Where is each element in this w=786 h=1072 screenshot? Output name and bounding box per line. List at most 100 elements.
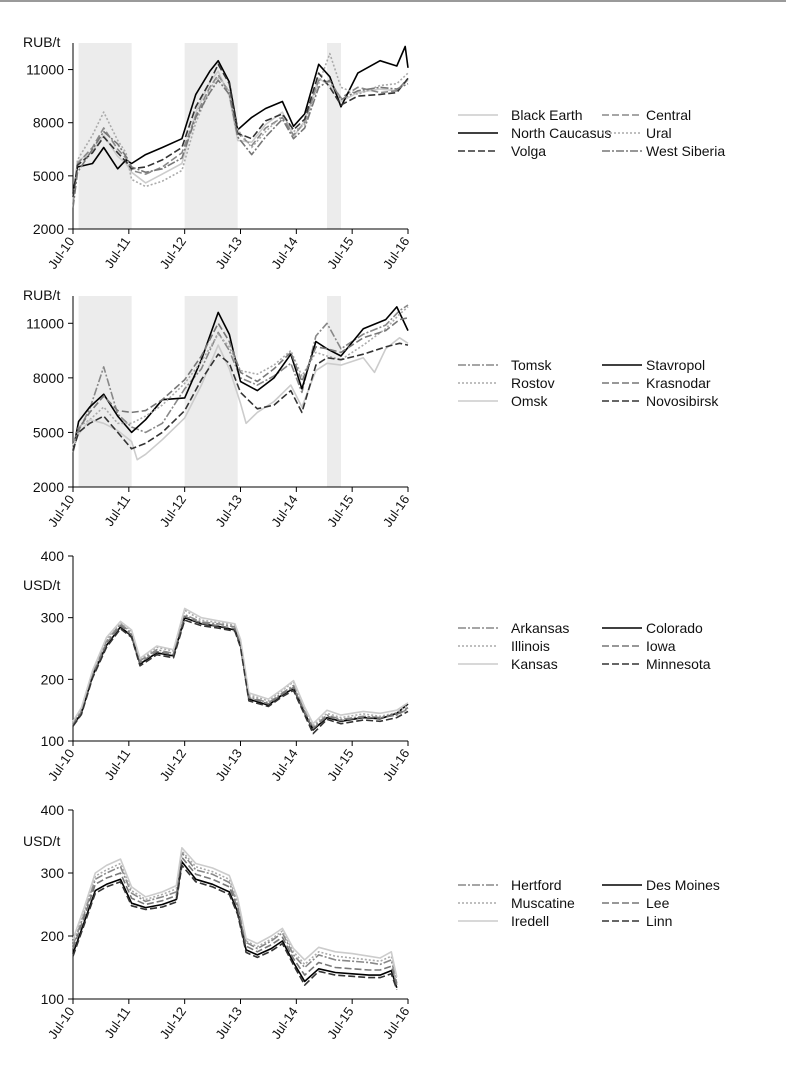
x-tick-label: Jul-16 xyxy=(380,1004,413,1042)
series-line xyxy=(72,607,409,725)
legend-label: Tomsk xyxy=(511,357,552,373)
series-line xyxy=(72,63,409,198)
y-tick-label: 5000 xyxy=(33,424,64,440)
y-tick-label: 100 xyxy=(41,991,65,1007)
series-line xyxy=(72,864,398,990)
series-line xyxy=(72,52,409,203)
x-tick-label: Jul-12 xyxy=(157,1004,190,1042)
y-tick-label: 300 xyxy=(41,610,65,626)
x-tick-label: Jul-16 xyxy=(380,746,413,784)
legend-label: Krasnodar xyxy=(646,375,711,391)
series-line xyxy=(72,856,398,986)
legend-label: Lee xyxy=(646,895,670,911)
shaded-period xyxy=(327,296,341,487)
y-tick-label: 8000 xyxy=(33,115,64,131)
x-tick-label: Jul-16 xyxy=(380,234,413,272)
y-axis-unit-label: USD/t xyxy=(23,577,60,593)
series-line xyxy=(72,850,398,981)
chart-4: 100 200 300 400 Jul-10 Jul-11 Jul-12 Jul-13 Jul-… xyxy=(23,802,720,1042)
y-axis-unit-label: USD/t xyxy=(23,833,60,849)
x-tick-label: Jul-13 xyxy=(212,492,245,530)
legend-label: Kansas xyxy=(511,656,558,672)
legend-label: Iredell xyxy=(511,913,549,929)
chart-3: 100 200 300 400 Jul-10 Jul-11 Jul-12 Jul-13 Jul-… xyxy=(23,548,711,784)
legend-label: Rostov xyxy=(511,375,555,391)
x-tick-label: Jul-14 xyxy=(268,234,301,272)
x-tick-label: Jul-13 xyxy=(212,234,245,272)
x-tick-label: Jul-14 xyxy=(268,746,301,784)
y-tick-label: 400 xyxy=(41,802,65,818)
legend-label: North Caucasus xyxy=(511,125,611,141)
x-tick-label: Jul-11 xyxy=(101,234,133,271)
shaded-period xyxy=(78,296,132,487)
x-tick-label: Jul-15 xyxy=(324,492,357,530)
legend-label: Black Earth xyxy=(511,107,583,123)
legend-label: Novosibirsk xyxy=(646,393,719,409)
y-tick-label: 2000 xyxy=(33,479,64,495)
series-line xyxy=(72,860,398,988)
series-line xyxy=(72,79,409,208)
x-tick-label: Jul-15 xyxy=(324,1004,357,1042)
y-tick-label: 8000 xyxy=(33,370,64,386)
x-tick-label: Jul-10 xyxy=(45,234,78,272)
legend-label: Des Moines xyxy=(646,877,720,893)
series-line xyxy=(72,337,409,461)
legend-label: Volga xyxy=(511,143,546,159)
y-axis-unit-label: RUB/t xyxy=(23,287,60,303)
y-tick-label: 300 xyxy=(41,865,65,881)
x-tick-label: Jul-12 xyxy=(157,234,190,272)
x-tick-label: Jul-10 xyxy=(45,492,78,530)
x-tick-label: Jul-13 xyxy=(212,1004,245,1042)
chart-2: 2000 5000 8000 11000 Jul-10 Jul-11 Jul-12 Jul-1… xyxy=(23,287,719,530)
legend-label: Stavropol xyxy=(646,357,705,373)
legend-label: Hertford xyxy=(511,877,562,893)
y-tick-label: 400 xyxy=(41,548,65,564)
legend-label: Minnesota xyxy=(646,656,711,672)
x-tick-label: Jul-12 xyxy=(157,492,190,530)
shaded-period xyxy=(184,43,238,229)
legend-label: Linn xyxy=(646,913,672,929)
x-tick-label: Jul-12 xyxy=(157,746,190,784)
shaded-period xyxy=(327,43,341,229)
series-line xyxy=(72,615,409,730)
x-tick-label: Jul-15 xyxy=(324,234,357,272)
x-tick-label: Jul-14 xyxy=(268,492,301,530)
legend-label: Central xyxy=(646,107,691,123)
x-tick-label: Jul-11 xyxy=(101,746,133,783)
legend-label: Omsk xyxy=(511,393,549,409)
x-tick-label: Jul-15 xyxy=(324,746,357,784)
series-line xyxy=(72,304,409,448)
y-tick-label: 5000 xyxy=(33,168,64,184)
y-tick-label: 11000 xyxy=(26,315,64,331)
legend-label: Iowa xyxy=(646,638,676,654)
series-line xyxy=(72,852,398,984)
chart-1: 2000 5000 8000 11000 Jul-10 Jul-11 Jul-12 Jul-1… xyxy=(23,34,725,272)
series-line xyxy=(72,74,409,205)
x-tick-label: Jul-16 xyxy=(380,492,413,530)
series-line xyxy=(72,619,409,735)
y-tick-label: 100 xyxy=(41,733,65,749)
legend-label: Muscatine xyxy=(511,895,575,911)
y-tick-label: 11000 xyxy=(26,62,64,78)
series-line xyxy=(72,847,398,978)
legend-label: Arkansas xyxy=(511,620,569,636)
y-tick-label: 200 xyxy=(41,928,65,944)
series-line xyxy=(72,342,409,451)
legend-label: Colorado xyxy=(646,620,703,636)
legend-label: Ural xyxy=(646,125,672,141)
series-line xyxy=(72,306,409,449)
legend-label: West Siberia xyxy=(646,143,725,159)
x-tick-label: Jul-10 xyxy=(45,1004,78,1042)
shaded-period xyxy=(184,296,238,487)
series-line xyxy=(72,317,409,453)
y-tick-label: 2000 xyxy=(33,221,64,237)
x-tick-label: Jul-11 xyxy=(101,492,133,529)
top-rule xyxy=(0,0,786,2)
y-tick-label: 200 xyxy=(41,671,65,687)
series-line xyxy=(72,613,409,729)
legend-label: Illinois xyxy=(511,638,550,654)
y-axis-unit-label: RUB/t xyxy=(23,34,60,50)
x-tick-label: Jul-14 xyxy=(268,1004,301,1042)
x-tick-label: Jul-11 xyxy=(101,1004,133,1041)
